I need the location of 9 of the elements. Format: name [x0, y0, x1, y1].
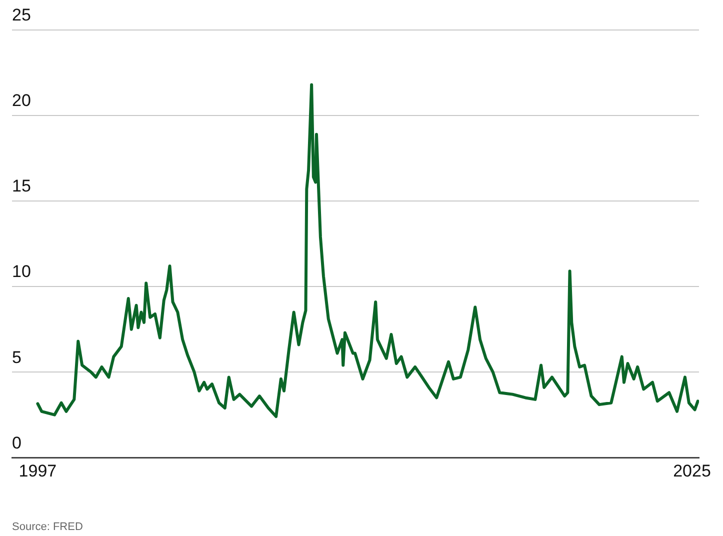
y-tick-label: 5 [12, 348, 22, 367]
y-tick-label: 10 [12, 262, 31, 282]
x-tick-label: 1997 [18, 461, 57, 480]
y-tick-label: 15 [12, 176, 31, 196]
y-tick-label: 0 [12, 433, 22, 452]
source-note: Source: FRED [12, 521, 83, 533]
y-tick-label: 25 [12, 6, 31, 25]
y-tick-label: 20 [12, 91, 31, 110]
x-tick-label: 2025 [673, 461, 711, 480]
